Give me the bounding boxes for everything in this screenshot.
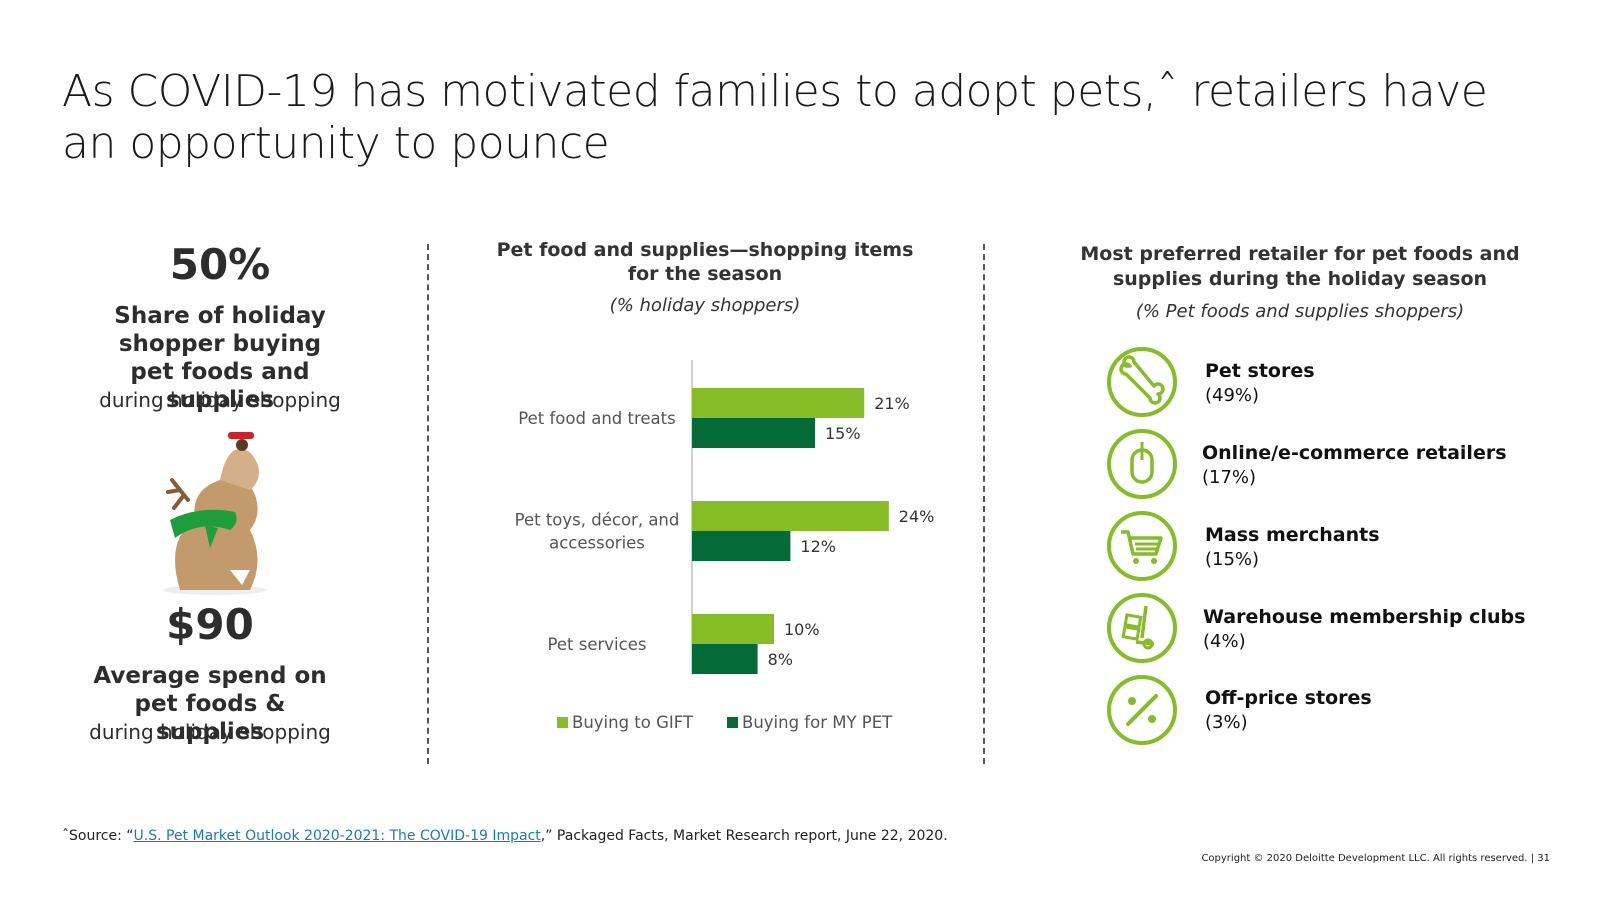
retailer-title: Most preferred retailer for pet foods an… xyxy=(1080,243,1520,290)
retailer-name-warehouse: Warehouse membership clubs xyxy=(1203,606,1526,628)
shopping-cart-icon xyxy=(1107,511,1177,581)
source-link[interactable]: U.S. Pet Market Outlook 2020-2021: The C… xyxy=(133,828,541,844)
stat-share-sub: during holiday shopping xyxy=(99,388,341,412)
legend-label-0: Buying to GIFT xyxy=(572,713,694,732)
retailer-name-pet-stores: Pet stores xyxy=(1205,360,1315,382)
bar-gift-0 xyxy=(692,388,865,418)
retailer-name-mass: Mass merchants xyxy=(1205,524,1380,546)
bar-my-pet-2 xyxy=(692,644,758,674)
bar-gift-2 xyxy=(692,614,774,644)
legend-swatch-1 xyxy=(727,717,738,728)
bone-icon xyxy=(1107,347,1177,417)
bar-my-pet-0 xyxy=(692,418,815,448)
retailer-name-online: Online/e-commerce retailers xyxy=(1202,442,1507,464)
slide-title: As COVID-19 has motivated families to ad… xyxy=(62,66,1488,169)
retailer-pct-pet-stores: (49%) xyxy=(1205,385,1260,406)
data-label: 8% xyxy=(768,650,793,669)
stat-spend-value: $90 xyxy=(166,600,254,649)
chart-subtitle: (% holiday shoppers) xyxy=(609,295,801,316)
data-label: 21% xyxy=(874,394,910,413)
legend-label-1: Buying for MY PET xyxy=(742,713,893,732)
stat-spend-label: Average spend on pet foods & supplies xyxy=(93,663,327,745)
reindeer-dog-illustration xyxy=(163,432,267,595)
category-label: Pet food and treats xyxy=(518,409,675,428)
category-label: Pet toys, décor, and xyxy=(515,511,680,530)
data-label: 24% xyxy=(899,507,935,526)
chart-title: Pet food and supplies—shopping items for… xyxy=(496,239,914,285)
data-label: 15% xyxy=(825,424,861,443)
footnote-suffix: ,” Packaged Facts, Market Research repor… xyxy=(540,828,948,844)
stat-share-label: Share of holiday shopper buying pet food… xyxy=(114,303,326,413)
data-label: 12% xyxy=(800,537,836,556)
category-label: Pet services xyxy=(548,635,647,654)
retailer-pct-warehouse: (4%) xyxy=(1203,631,1246,652)
retailer-name-offprice: Off-price stores xyxy=(1205,687,1372,709)
hand-truck-icon xyxy=(1107,593,1177,663)
retailer-subtitle: (% Pet foods and supplies shoppers) xyxy=(1135,301,1465,322)
percent-icon xyxy=(1107,675,1177,745)
copyright: Copyright © 2020 Deloitte Development LL… xyxy=(1201,853,1550,864)
retailer-pct-online: (17%) xyxy=(1202,467,1257,488)
data-label: 10% xyxy=(784,620,820,639)
footnote-prefix: ˆSource: “ xyxy=(62,828,134,844)
category-label: accessories xyxy=(549,534,645,553)
divider-left xyxy=(427,244,429,764)
retailer-pct-offprice: (3%) xyxy=(1205,712,1248,733)
mouse-icon xyxy=(1107,429,1177,499)
stat-share-value: 50% xyxy=(169,240,271,289)
retailer-pct-mass: (15%) xyxy=(1205,549,1260,570)
bar-gift-1 xyxy=(692,501,889,531)
legend-swatch-0 xyxy=(557,717,568,728)
stat-spend-sub: during holiday shopping xyxy=(89,720,331,744)
source-footnote: ˆSource: “U.S. Pet Market Outlook 2020-2… xyxy=(62,828,948,844)
bar-my-pet-1 xyxy=(692,531,791,561)
divider-right xyxy=(983,244,985,764)
